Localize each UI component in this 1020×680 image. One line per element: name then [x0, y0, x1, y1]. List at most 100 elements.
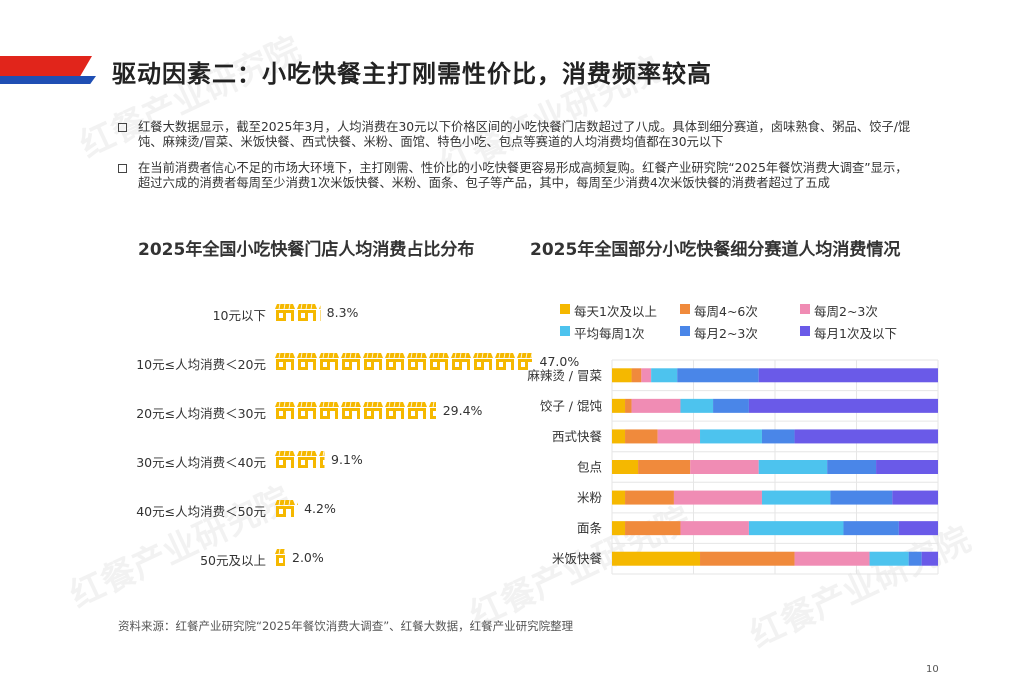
bar-segment [908, 551, 922, 566]
bar-segment [827, 460, 877, 474]
storefront-icon [297, 352, 317, 370]
category-label: 米粉 [577, 490, 603, 505]
bar-segment [748, 398, 938, 413]
category-label: 包点 [577, 460, 602, 475]
legend-label: 每月1次及以下 [814, 326, 897, 341]
legend-label: 每天1次及以上 [574, 304, 657, 319]
storefront-icon [341, 352, 361, 370]
bullet-square-icon [118, 164, 127, 173]
storefront-icon [407, 401, 427, 419]
bar-segment [898, 521, 938, 536]
bar-segment [612, 368, 632, 383]
pictograph-bar [275, 499, 298, 517]
legend-swatch [680, 304, 690, 314]
storefront-icon [275, 401, 295, 419]
value-label: 29.4% [442, 403, 483, 418]
bar-segment [794, 551, 870, 566]
bar-segment [625, 398, 632, 413]
category-label: 20元≤人均消费＜30元 [136, 406, 266, 421]
bar-segment [843, 521, 899, 536]
storefront-icon [429, 401, 436, 419]
storefront-icon [385, 352, 405, 370]
bar-segment [612, 490, 626, 505]
left-chart-title: 2025年全国小吃快餐门店人均消费占比分布 [138, 240, 475, 260]
legend-label: 每周4~6次 [694, 304, 758, 319]
storefront-icon [517, 352, 532, 370]
bar-segment [748, 521, 844, 536]
value-label: 47.0% [539, 354, 580, 369]
storefront-icon [341, 401, 361, 419]
storefront-icon [407, 352, 427, 370]
bar-segment [713, 398, 749, 413]
bullet-text: 红餐大数据显示，截至2025年3月，人均消费在30元以下价格区间的小吃快餐门店数… [138, 120, 911, 149]
storefront-icon [297, 303, 317, 321]
legend-label: 每周2~3次 [814, 304, 878, 319]
bar-segment [612, 429, 626, 444]
category-label: 10元≤人均消费＜20元 [136, 357, 266, 372]
bar-segment [869, 551, 909, 566]
bar-segment [612, 398, 626, 413]
category-label: 10元以下 [212, 308, 266, 323]
storefront-icon [473, 352, 493, 370]
bar-segment [657, 429, 701, 444]
bar-segment [690, 460, 759, 474]
bar-segment [612, 460, 639, 474]
bar-segment [631, 398, 681, 413]
category-label: 饺子 / 馄饨 [540, 398, 603, 413]
bar-segment [921, 551, 938, 566]
bar-segment [612, 521, 626, 536]
pictograph-bar [275, 401, 436, 419]
storefront-icon [319, 450, 325, 468]
bullet-text: 在当前消费者信心不足的市场大环境下，主打刚需、性价比的小吃快餐更容易形成高频复购… [138, 161, 908, 190]
pictograph-bar [275, 450, 325, 468]
storefront-icon [385, 401, 405, 419]
right-chart-title: 2025年全国部分小吃快餐细分赛道人均消费情况 [530, 240, 901, 260]
bar-segment [761, 490, 831, 505]
category-label: 40元≤人均消费＜50元 [136, 504, 266, 519]
category-label: 30元≤人均消费＜40元 [136, 455, 266, 470]
storefront-icon [297, 401, 317, 419]
bar-segment [651, 368, 678, 383]
category-label: 米饭快餐 [552, 551, 603, 566]
storefront-icon [363, 401, 383, 419]
bar-segment [631, 368, 642, 383]
storefront-icon [319, 401, 339, 419]
category-label: 麻辣烫 / 冒菜 [527, 368, 602, 383]
legend-swatch [560, 304, 570, 314]
legend-swatch [680, 326, 690, 336]
pictograph-bar [275, 352, 532, 370]
bullet-item: 在当前消费者信心不足的市场大环境下，主打刚需、性价比的小吃快餐更容易形成高频复购… [118, 161, 918, 191]
bar-segment [625, 490, 674, 505]
storefront-icon [275, 303, 295, 321]
page-title: 驱动因素二：小吃快餐主打刚需性价比，消费频率较高 [112, 60, 712, 88]
bar-segment [830, 490, 893, 505]
page-number: 10 [926, 664, 939, 675]
bullet-square-icon [118, 123, 127, 132]
category-label: 面条 [577, 521, 603, 536]
bar-segment [700, 429, 762, 444]
category-label: 西式快餐 [552, 429, 603, 444]
header-accent-blue [0, 76, 96, 84]
legend-label: 平均每周1次 [574, 326, 645, 341]
bar-segment [638, 460, 691, 474]
storefront-icon [275, 352, 295, 370]
bar-segment [700, 551, 795, 566]
legend-swatch [800, 326, 810, 336]
bar-segment [673, 490, 762, 505]
value-label: 9.1% [331, 452, 363, 467]
storefront-icon [297, 450, 317, 468]
bar-segment [876, 460, 938, 474]
storefront-icon [275, 450, 295, 468]
bar-segment [758, 460, 828, 474]
storefront-icon [429, 352, 449, 370]
value-label: 2.0% [292, 550, 324, 565]
legend-swatch [560, 326, 570, 336]
bar-segment [680, 521, 749, 536]
pictograph-bar [275, 548, 285, 566]
header-accent-red [0, 56, 92, 78]
storefront-icon [495, 352, 515, 370]
value-label: 8.3% [326, 305, 359, 320]
bar-segment [794, 429, 938, 444]
source-note: 资料来源：红餐产业研究院“2025年餐饮消费大调查”、红餐大数据，红餐产业研究院… [118, 619, 574, 633]
